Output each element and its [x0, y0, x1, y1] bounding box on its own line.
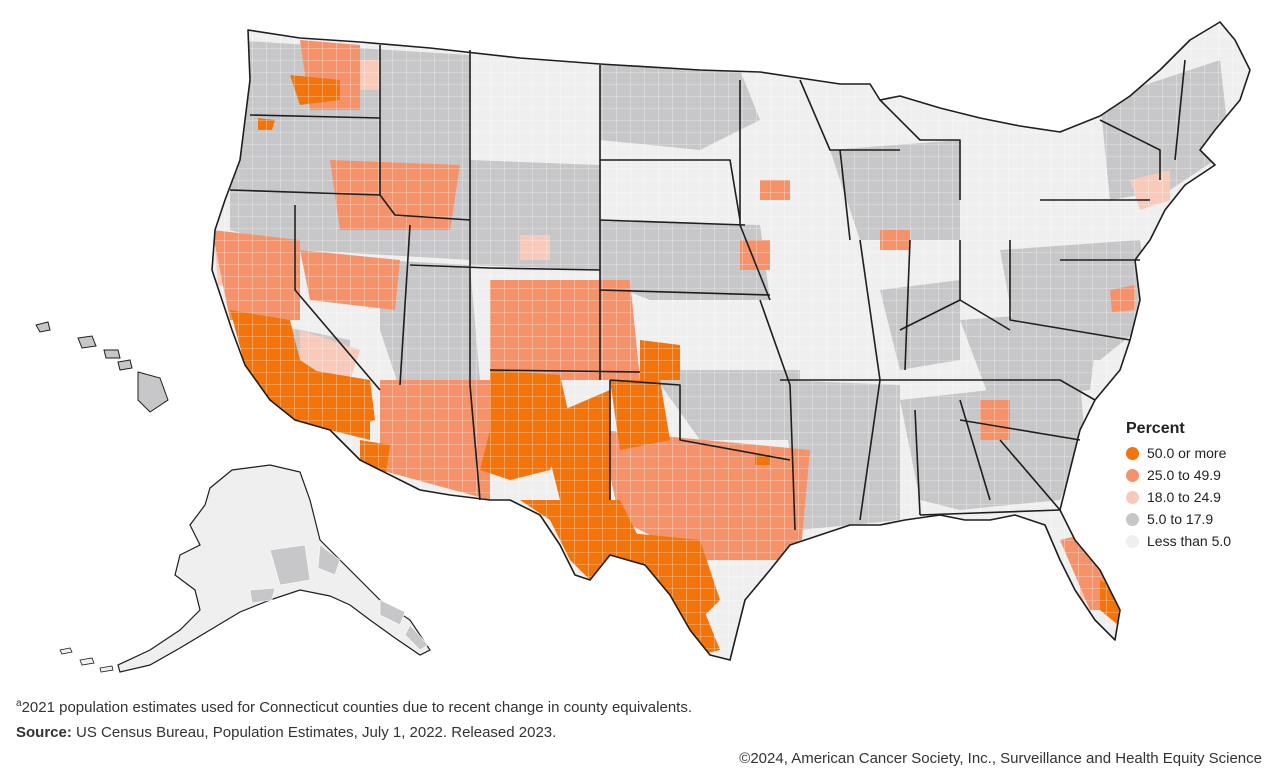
footnote-marker: a — [16, 698, 22, 709]
us-county-map — [35, 21, 1251, 673]
legend-item-twentyfive: 25.0 to 49.9 — [1126, 464, 1266, 486]
legend-label: 50.0 or more — [1147, 445, 1227, 461]
alaska — [59, 464, 431, 673]
legend-label: 18.0 to 24.9 — [1147, 489, 1221, 505]
map-legend: Percent 50.0 or more 25.0 to 49.9 18.0 t… — [1126, 420, 1266, 552]
legend-item-five: 5.0 to 17.9 — [1126, 508, 1266, 530]
legend-label: Less than 5.0 — [1147, 533, 1232, 549]
footnote: a2021 population estimates used for Conn… — [16, 698, 692, 716]
legend-swatch — [1126, 512, 1139, 526]
legend-swatch — [1126, 468, 1139, 482]
hawaii — [35, 321, 169, 413]
copyright: ©2024, American Cancer Society, Inc., Su… — [739, 750, 1262, 767]
source-label: Source: — [16, 724, 72, 741]
contiguous-us — [211, 21, 1251, 661]
legend-label: 5.0 to 17.9 — [1147, 511, 1214, 527]
legend-item-fifty-plus: 50.0 or more — [1126, 442, 1266, 464]
footnote-text: 2021 population estimates used for Conne… — [21, 699, 692, 716]
legend-item-eighteen: 18.0 to 24.9 — [1126, 486, 1266, 508]
source-line: Source: US Census Bureau, Population Est… — [16, 724, 556, 741]
legend-swatch — [1126, 534, 1139, 548]
source-text: US Census Bureau, Population Estimates, … — [76, 724, 557, 741]
legend-swatch — [1126, 490, 1139, 504]
state-borders — [211, 21, 1251, 661]
legend-swatch — [1126, 446, 1139, 460]
legend-title: Percent — [1126, 420, 1185, 437]
legend-item-less-five: Less than 5.0 — [1126, 530, 1266, 552]
legend-label: 25.0 to 49.9 — [1147, 467, 1221, 483]
